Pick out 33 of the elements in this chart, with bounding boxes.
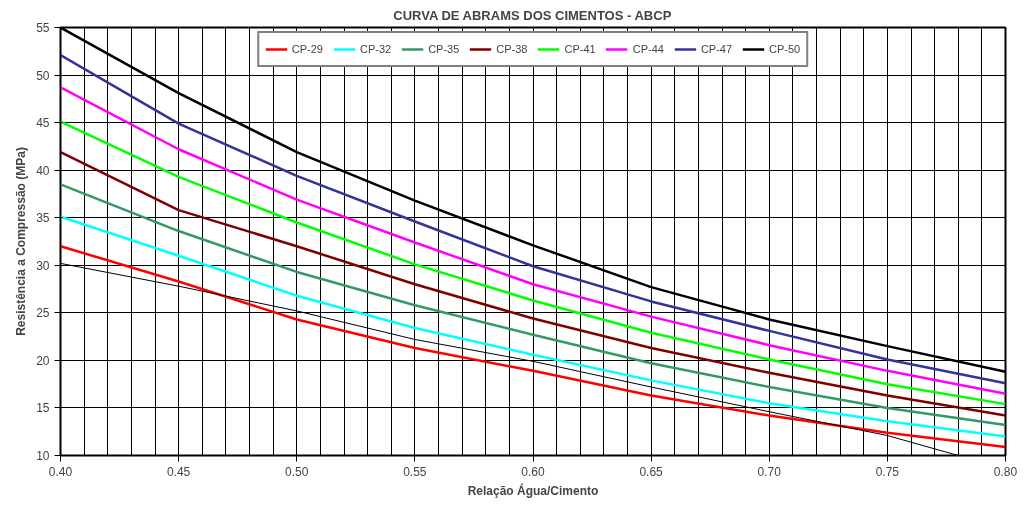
legend-label: CP-50 — [769, 43, 801, 55]
y-tick-label: 35 — [36, 211, 50, 226]
legend-label: CP-35 — [428, 43, 460, 55]
legend-label: CP-44 — [632, 43, 664, 55]
x-tick-label: 0.45 — [166, 464, 191, 479]
chart-title: CURVA DE ABRAMS DOS CIMENTOS - ABCP — [393, 7, 672, 23]
y-tick-label: 10 — [36, 449, 50, 463]
y-tick-label: 25 — [36, 306, 50, 321]
x-tick-label: 0.70 — [757, 464, 782, 479]
y-tick-label: 40 — [36, 163, 50, 178]
x-tick-label: 0.75 — [875, 464, 900, 479]
legend-label: CP-47 — [700, 43, 733, 55]
y-tick-label: 20 — [36, 353, 50, 368]
y-tick-label: 30 — [36, 258, 50, 273]
line-series — [60, 215, 1006, 438]
x-tick-label: 0.55 — [403, 464, 427, 479]
legend-label: CP-29 — [291, 43, 323, 55]
y-axis-title: Resistência a Compressão (MPa) — [14, 147, 29, 336]
y-tick-label: 50 — [36, 68, 50, 83]
x-tick-label: 0.60 — [521, 464, 545, 479]
y-tick-label: 55 — [36, 21, 50, 35]
x-tick-label: 0.50 — [285, 464, 309, 479]
legend-label: CP-41 — [564, 43, 596, 55]
line-series — [60, 183, 1006, 427]
x-tick-label: 0.40 — [48, 464, 73, 479]
legend-label: CP-32 — [359, 43, 392, 55]
legend-label: CP-38 — [496, 43, 528, 55]
y-tick-label: 45 — [36, 116, 50, 131]
y-tick-label: 15 — [36, 401, 50, 416]
x-tick-label: 0.80 — [993, 464, 1018, 479]
x-axis-title: Relação Água/Cimento — [467, 482, 599, 498]
line-series — [60, 245, 1006, 449]
x-tick-label: 0.65 — [639, 464, 664, 479]
